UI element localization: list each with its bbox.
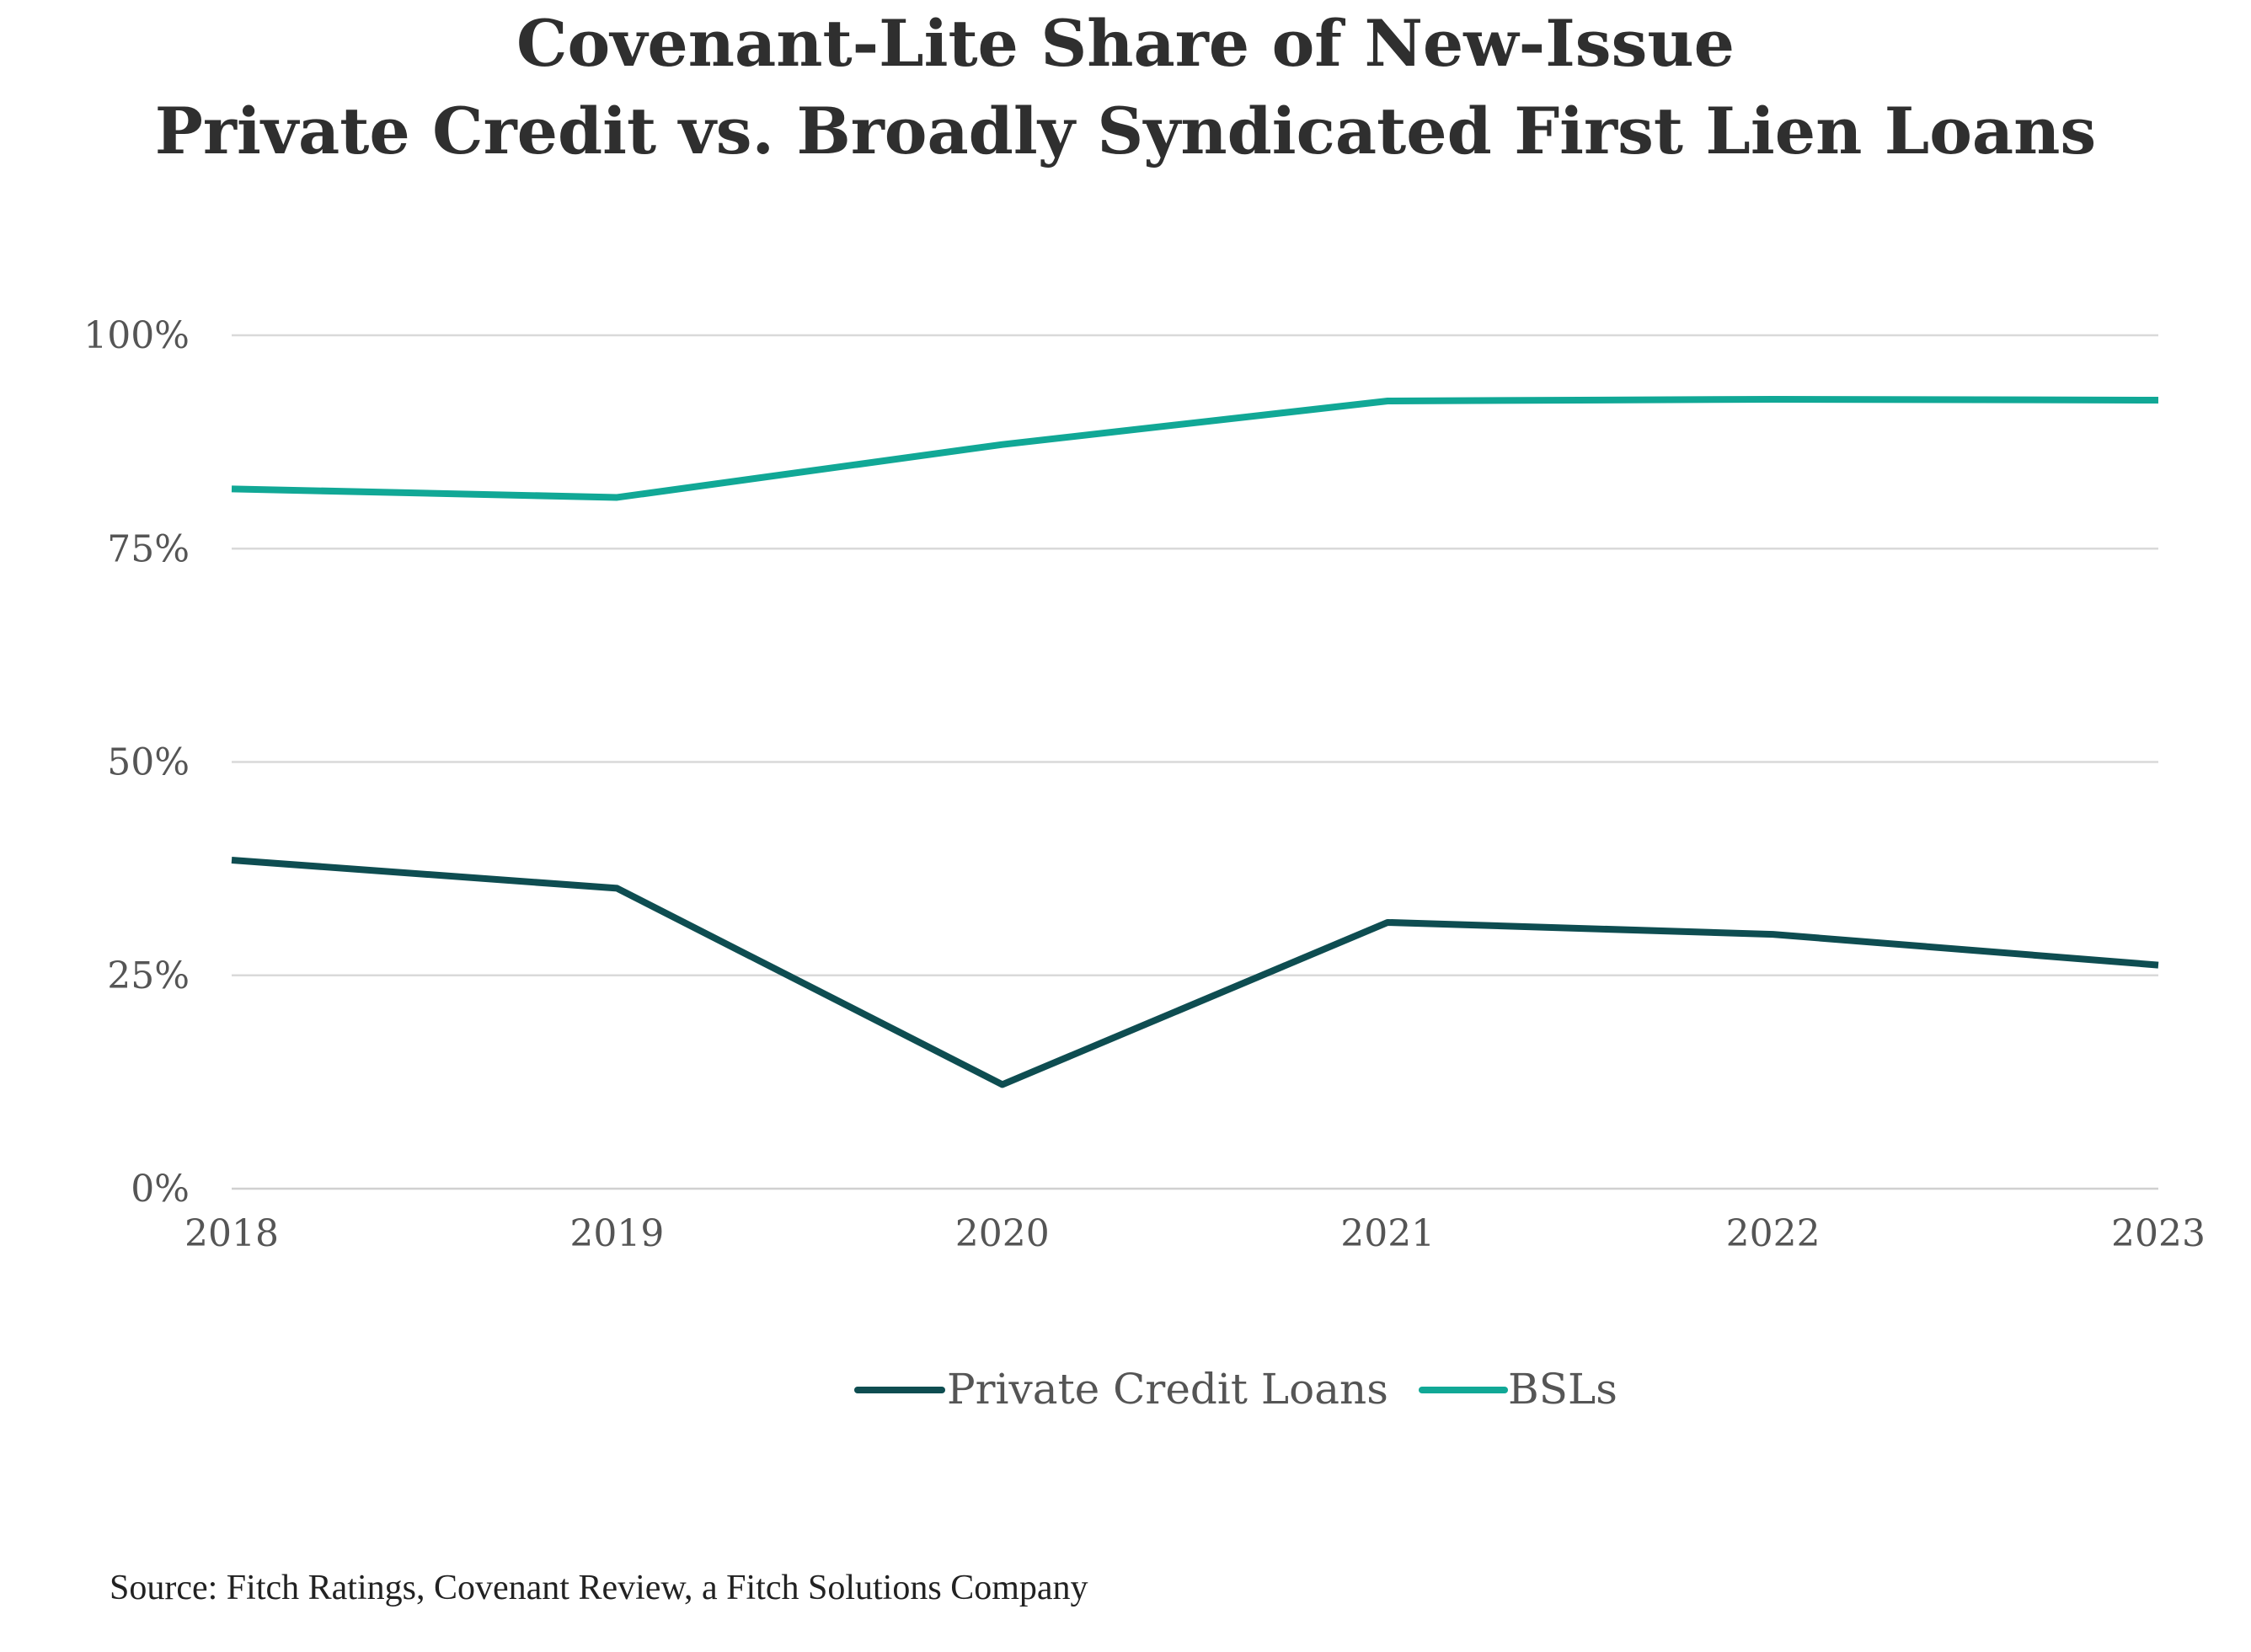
gridlines: [232, 334, 2158, 1190]
chart-title: Covenant-Lite Share of New-Issue Private…: [155, 6, 2096, 168]
legend-item: Private Credit Loans: [854, 1365, 1388, 1414]
y-tick-label: 75%: [107, 527, 190, 570]
series-lines: [231, 395, 2159, 1088]
y-axis-tick-labels: 0% 25% 50% 75% 100%: [83, 314, 190, 1211]
x-tick-label: 2018: [184, 1212, 279, 1255]
legend-item: BSLs: [1419, 1365, 1617, 1414]
x-tick-label: 2020: [955, 1212, 1050, 1255]
x-tick-label: 2022: [1726, 1212, 1821, 1255]
source-note: Source: Fitch Ratings, Covenant Review, …: [110, 1569, 1088, 1607]
x-tick-label: 2019: [569, 1212, 664, 1255]
legend: Private Credit Loans BSLs: [854, 1365, 1617, 1414]
y-tick-label: 25%: [107, 954, 190, 997]
chart-title-line-2: Private Credit vs. Broadly Syndicated Fi…: [155, 94, 2096, 168]
series-line-private-credit-loans: [231, 857, 2159, 1088]
x-tick-label: 2021: [1340, 1212, 1435, 1255]
y-tick-label: 50%: [107, 741, 190, 784]
series-line-bsls: [231, 395, 2159, 501]
x-axis-tick-labels: 2018 2019 2020 2021 2022 2023: [184, 1212, 2206, 1255]
legend-label: Private Credit Loans: [947, 1365, 1388, 1414]
y-tick-label: 0%: [131, 1168, 190, 1211]
y-tick-label: 100%: [83, 314, 190, 357]
x-tick-label: 2023: [2111, 1212, 2206, 1255]
legend-label: BSLs: [1508, 1365, 1617, 1414]
chart-title-line-1: Covenant-Lite Share of New-Issue: [516, 6, 1735, 81]
